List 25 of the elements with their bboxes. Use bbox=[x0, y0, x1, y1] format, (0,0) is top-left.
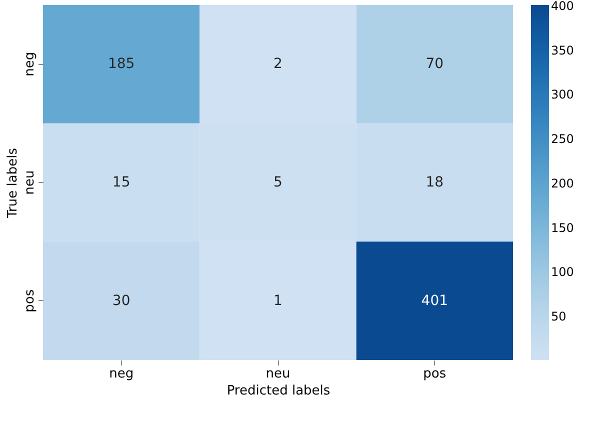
color-bar-label: 150 bbox=[551, 220, 574, 235]
color-bar-label: 400 bbox=[551, 0, 574, 13]
data-label: 2 bbox=[274, 56, 282, 72]
data-label: 70 bbox=[426, 56, 444, 72]
color-bar-label: 100 bbox=[551, 265, 574, 280]
data-label: 185 bbox=[108, 56, 135, 72]
x-axis-title: Predicted labels bbox=[226, 384, 330, 398]
color-bar-label: 250 bbox=[551, 132, 574, 146]
color-bar-label: 200 bbox=[551, 176, 574, 190]
y-tick-label: neu bbox=[22, 170, 38, 195]
color-bar-label: 300 bbox=[551, 88, 574, 102]
data-label: 15 bbox=[112, 174, 130, 190]
x-tick-label: neg bbox=[109, 366, 134, 382]
y-tick-label: pos bbox=[22, 289, 38, 312]
y-tick-label: neg bbox=[22, 52, 38, 76]
data-label: 30 bbox=[112, 292, 130, 309]
color-bar-label: 50 bbox=[551, 310, 566, 324]
data-label: 18 bbox=[426, 174, 444, 190]
data-label: 1 bbox=[274, 292, 282, 309]
x-tick-label: pos bbox=[423, 366, 446, 382]
data-label: 5 bbox=[274, 174, 282, 190]
color-bar-label: 350 bbox=[551, 43, 574, 58]
data-label: 401 bbox=[421, 292, 448, 309]
y-axis-title: True labels bbox=[6, 148, 20, 219]
x-tick-label: neu bbox=[266, 366, 290, 382]
